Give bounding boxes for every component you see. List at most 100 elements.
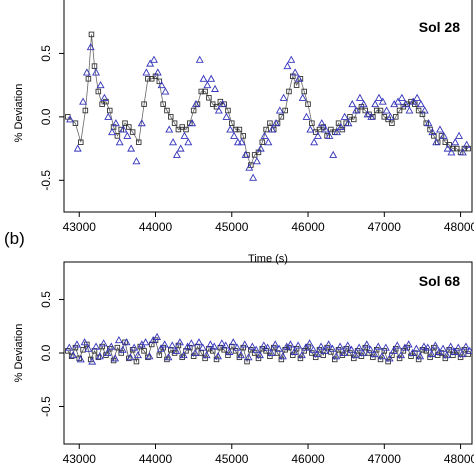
square-point bbox=[282, 107, 288, 114]
triangle-point bbox=[207, 74, 216, 82]
square-point bbox=[135, 139, 142, 145]
triangle-point bbox=[340, 112, 349, 120]
triangle-point bbox=[419, 342, 428, 350]
triangle-point bbox=[161, 87, 170, 95]
triangle-point bbox=[370, 349, 379, 358]
triangle-point bbox=[442, 351, 451, 359]
square-point bbox=[129, 129, 136, 135]
square-point bbox=[183, 348, 189, 354]
square-point bbox=[168, 347, 174, 353]
triangle-point bbox=[214, 106, 223, 114]
square-point bbox=[328, 349, 334, 355]
square-point bbox=[160, 101, 166, 107]
square-point bbox=[263, 348, 269, 354]
square-point bbox=[95, 88, 102, 95]
square-point bbox=[240, 133, 246, 139]
triangle-point bbox=[450, 347, 459, 355]
triangle-point bbox=[291, 68, 300, 76]
triangle-point bbox=[268, 125, 277, 133]
triangle-point bbox=[114, 336, 123, 344]
triangle-point bbox=[286, 340, 295, 348]
triangle-point bbox=[264, 138, 273, 146]
triangle-point bbox=[84, 344, 93, 352]
square-point bbox=[80, 347, 86, 353]
square-point bbox=[278, 114, 285, 120]
square-point bbox=[373, 347, 380, 353]
square-point bbox=[465, 145, 471, 152]
square-point bbox=[118, 350, 124, 356]
square-point bbox=[141, 348, 147, 354]
triangle-point bbox=[294, 341, 303, 349]
square-point bbox=[450, 352, 456, 358]
square-point bbox=[145, 76, 151, 82]
triangle-point bbox=[172, 150, 181, 158]
square-point bbox=[427, 354, 433, 361]
x-axis-title: Time (s) bbox=[248, 253, 288, 265]
triangle-point bbox=[226, 125, 235, 133]
square-point bbox=[244, 358, 250, 365]
square-point bbox=[381, 348, 388, 354]
square-point bbox=[141, 101, 147, 107]
square-point bbox=[190, 107, 197, 114]
triangle-point bbox=[416, 100, 425, 108]
triangle-point bbox=[339, 348, 348, 357]
square-point bbox=[335, 347, 342, 353]
triangle-point bbox=[72, 340, 81, 348]
square-point bbox=[396, 107, 403, 114]
triangle-point bbox=[272, 119, 280, 127]
triangle-point bbox=[401, 100, 410, 108]
triangle-point bbox=[95, 352, 104, 360]
triangle-point bbox=[103, 348, 112, 357]
square-point bbox=[312, 354, 319, 361]
triangle-point bbox=[329, 150, 338, 158]
triangle-point bbox=[126, 353, 135, 361]
triangle-point bbox=[343, 341, 352, 349]
triangle-point bbox=[217, 339, 226, 347]
triangle-point bbox=[160, 340, 169, 348]
triangle-point bbox=[405, 106, 414, 114]
triangle-point bbox=[321, 125, 330, 133]
triangle-point bbox=[210, 342, 219, 350]
triangle-point bbox=[336, 122, 345, 131]
square-point bbox=[190, 353, 197, 359]
square-point bbox=[274, 350, 281, 356]
square-point bbox=[171, 120, 178, 126]
square-point bbox=[370, 354, 376, 361]
x-tick-label: 46000 bbox=[291, 220, 325, 234]
square-point bbox=[213, 356, 220, 363]
square-point bbox=[301, 88, 307, 95]
triangle-point bbox=[199, 74, 208, 82]
triangle-point bbox=[283, 61, 292, 70]
triangle-point bbox=[153, 332, 162, 340]
square-point bbox=[392, 114, 399, 120]
sol-annotation: Sol 28 bbox=[419, 19, 460, 35]
triangle-point bbox=[248, 342, 257, 350]
triangle-point bbox=[115, 138, 124, 146]
triangle-point bbox=[355, 343, 364, 351]
triangle-point bbox=[458, 148, 467, 156]
triangle-point bbox=[134, 351, 142, 359]
triangle-point bbox=[313, 349, 322, 358]
triangle-point bbox=[69, 351, 78, 359]
square-point bbox=[415, 356, 422, 363]
triangle-point bbox=[271, 340, 280, 348]
triangle-point bbox=[107, 342, 116, 350]
triangle-point bbox=[381, 343, 390, 351]
x-tick-label: 48000 bbox=[444, 220, 474, 234]
triangle-point bbox=[275, 344, 284, 352]
triangle-point bbox=[454, 343, 463, 351]
triangle-point bbox=[328, 344, 337, 352]
triangle-point bbox=[157, 81, 166, 89]
triangle-point bbox=[352, 106, 361, 114]
square-point bbox=[331, 356, 338, 363]
triangle-point bbox=[389, 346, 398, 354]
triangle-point bbox=[214, 352, 223, 360]
square-point bbox=[358, 353, 365, 359]
square-point bbox=[438, 350, 445, 356]
square-point bbox=[309, 350, 315, 356]
triangle-point bbox=[165, 125, 174, 133]
square-point bbox=[91, 348, 98, 354]
triangle-point bbox=[244, 353, 253, 361]
triangle-point bbox=[175, 338, 184, 346]
